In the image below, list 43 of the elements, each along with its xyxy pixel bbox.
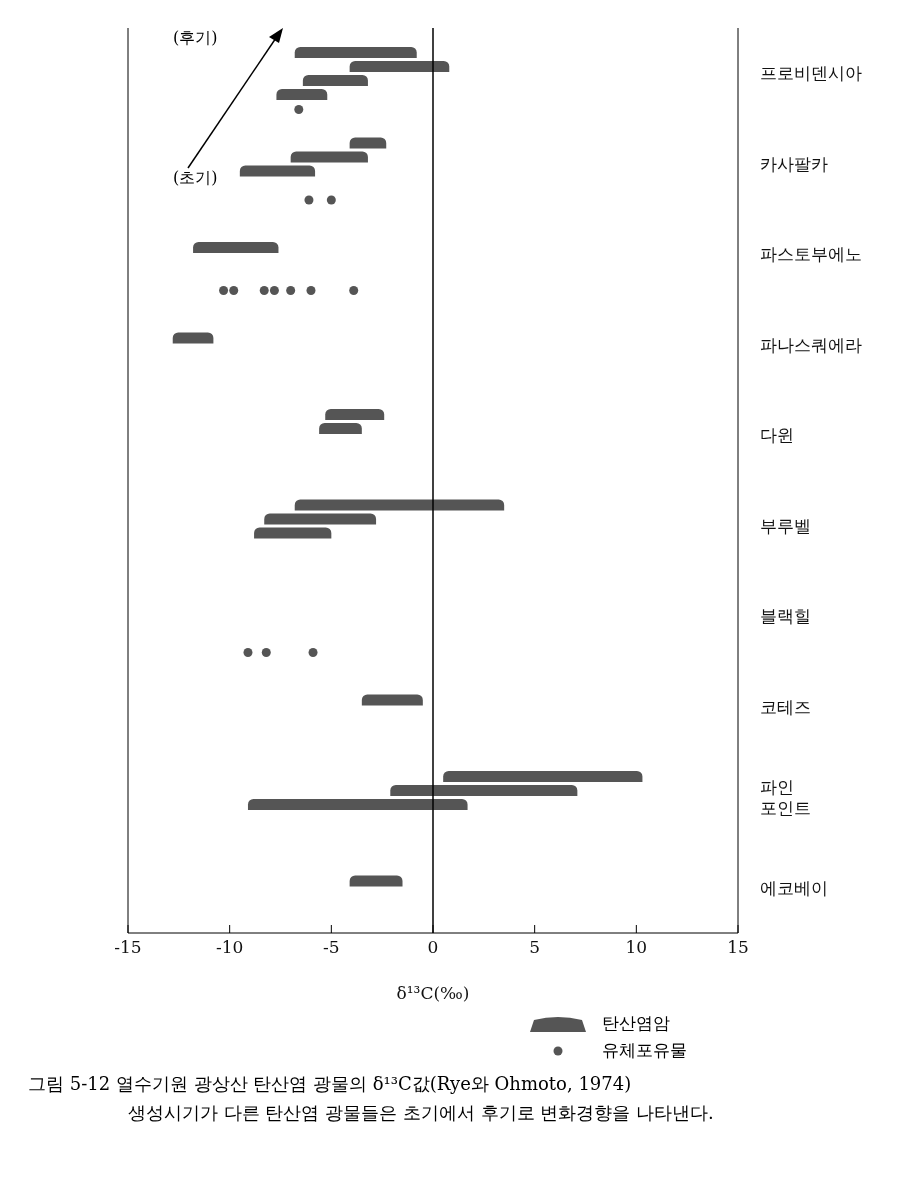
bar (247, 799, 468, 810)
bar (276, 89, 328, 100)
bar (294, 47, 417, 58)
bar (254, 527, 332, 539)
bar (443, 771, 643, 782)
bar (172, 332, 214, 344)
text: 생성시기가 다른 탄산염 광물들은 초기에서 후기로 변화경향을 나타낸다. (128, 1100, 715, 1125)
x-tick-label: 5 (529, 937, 541, 958)
annotation: (후기) (173, 28, 218, 49)
x-tick-label: 0 (427, 937, 439, 958)
y-tick-label: 에코베이 (760, 877, 828, 898)
annotation: (초기) (173, 168, 218, 189)
y-tick-label: 카사팔카 (760, 153, 828, 174)
bar (264, 513, 377, 525)
legend-label: 탄산염암 (602, 1012, 670, 1035)
x-tick-label: 10 (625, 937, 648, 958)
bar (302, 75, 368, 86)
bar (239, 165, 316, 177)
bar (294, 499, 505, 511)
bar (349, 137, 387, 149)
legend-label: 유체포유물 (602, 1039, 687, 1062)
y-tick-label: 파스토부에노 (760, 244, 862, 265)
y-tick-label: 코테즈 (760, 696, 811, 717)
caption: 그림 5-12 열수기원 광상산 탄산염 광물의 δ¹³C값(Rye와 Ohmoto, 1974) (28, 1072, 633, 1096)
bar (349, 61, 450, 72)
bar (390, 785, 578, 796)
x-axis-title: δ¹³C(‰) (396, 983, 470, 1003)
y-tick-label: 다윈 (760, 425, 794, 446)
x-tick-label: 15 (727, 937, 749, 958)
bar (193, 242, 279, 253)
bar (319, 423, 362, 434)
bar (290, 151, 368, 163)
bar (325, 409, 385, 420)
y-tick-label: 파나스쿼에라 (760, 334, 862, 355)
x-tick-label: -15 (114, 937, 142, 958)
y-tick-label: 파인 포인트 (760, 777, 811, 819)
x-tick-label: -10 (215, 937, 244, 958)
y-tick-label: 블랙힐 (760, 606, 811, 627)
bar (349, 875, 403, 887)
x-tick-label: -5 (323, 937, 340, 958)
y-tick-label: 부루벨 (760, 515, 811, 536)
bar (361, 694, 423, 706)
y-tick-label: 프로비덴시아 (760, 63, 862, 84)
